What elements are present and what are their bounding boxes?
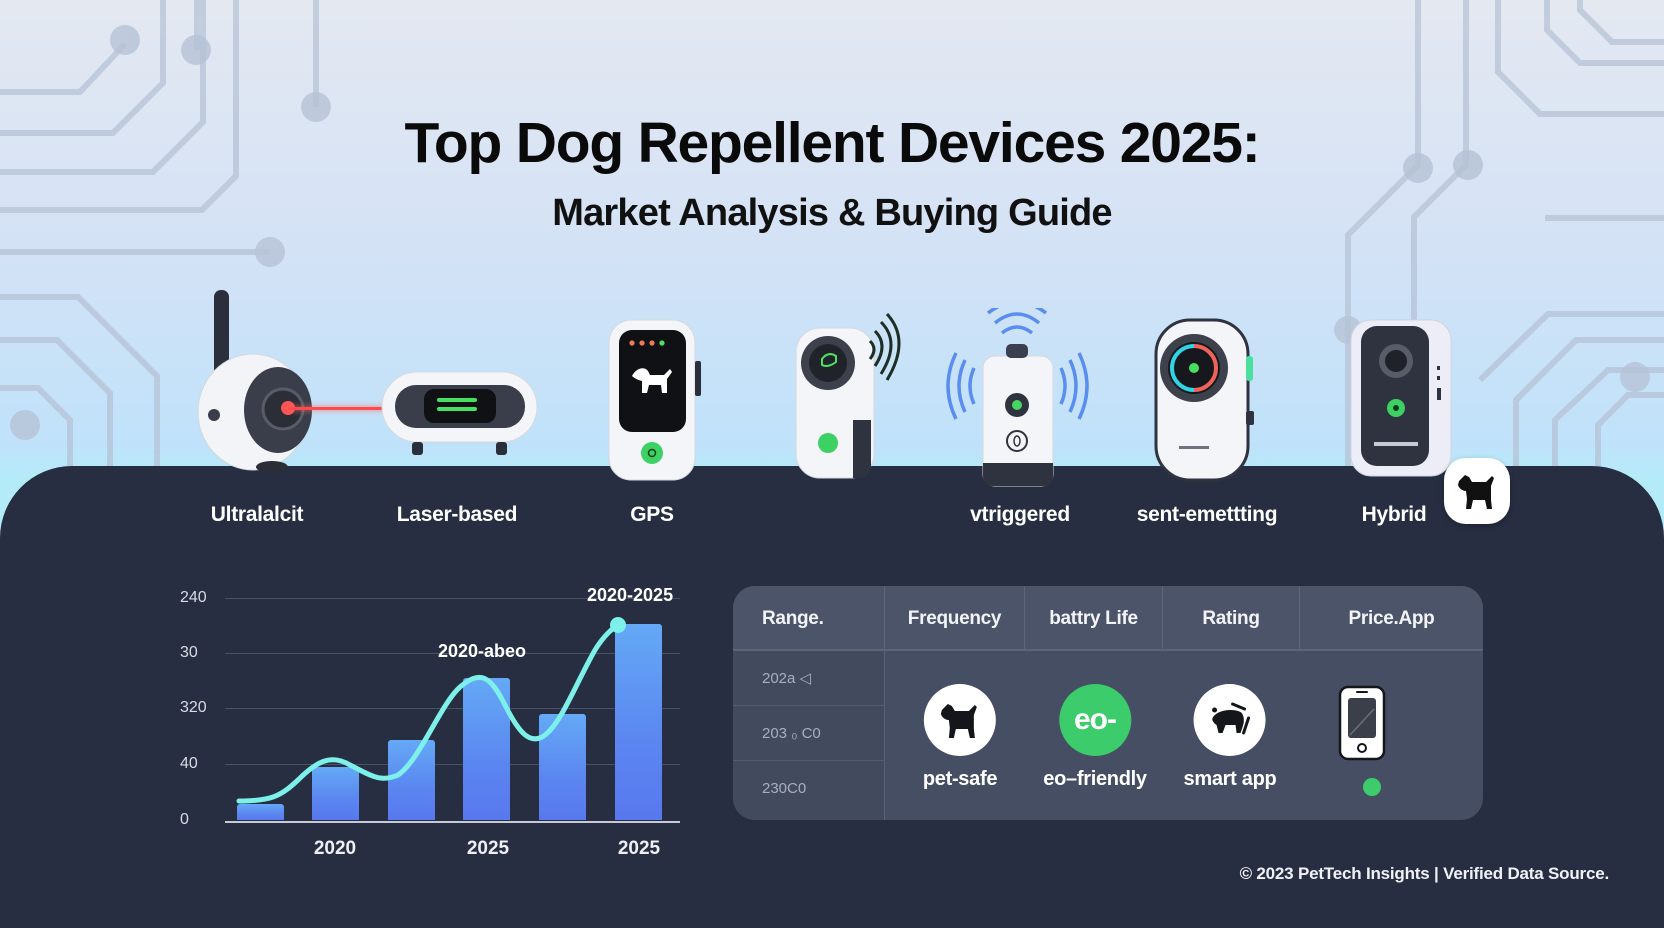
chart-annotation: 2020-2025 — [587, 585, 674, 605]
column-header-frequency[interactable]: Frequency — [885, 586, 1025, 651]
laser-device-icon — [381, 371, 538, 455]
hybrid-device-icon — [1350, 319, 1452, 477]
chart-bar — [312, 767, 359, 820]
device-label-scent: sent-emettting — [1136, 503, 1278, 526]
y-tick-label: 40 — [180, 755, 198, 772]
circuit-background — [0, 0, 1664, 466]
smartphone-icon — [1338, 685, 1386, 761]
status-dot — [1363, 778, 1381, 796]
chart-bar — [388, 740, 435, 820]
header: Top Dog Repellent Devices 2025: Market A… — [0, 111, 1664, 234]
x-tick-label: 2025 — [617, 838, 661, 859]
gridline — [225, 708, 680, 709]
feature-label: smart app — [1183, 768, 1277, 790]
column-header-battery-life[interactable]: battry Life — [1025, 586, 1163, 651]
device-label-triggered: vtriggered — [970, 503, 1070, 526]
gridline — [225, 764, 680, 765]
dog-badge — [1444, 458, 1510, 524]
wireless-signal-device-icon — [795, 312, 901, 479]
ultrasonic-camera-device-icon — [197, 290, 312, 473]
chart-bar — [615, 624, 662, 820]
x-axis — [225, 821, 680, 823]
motion-triggered-device-icon — [946, 308, 1089, 487]
market-growth-chart: 240 30 320 40 0 2020-abeo 2020-2025 2020… — [170, 575, 690, 865]
scent-emitting-device-icon — [1154, 318, 1254, 482]
table-row: 230C0 — [762, 780, 807, 797]
laser-beam — [288, 407, 426, 410]
device-label-hybrid: Hybrid — [1361, 503, 1427, 526]
dog-icon — [923, 684, 996, 756]
x-tick-label: 2025 — [466, 838, 510, 859]
column-header-rating[interactable]: Rating — [1163, 586, 1300, 651]
chart-bar — [237, 804, 284, 820]
feature-smart-app: smart app — [1184, 684, 1277, 791]
feature-label: eo–friendly — [1043, 768, 1147, 790]
dog-icon — [1458, 475, 1494, 509]
gridline — [225, 653, 680, 654]
column-header-range[interactable]: Range. — [733, 586, 885, 651]
table-row: 202a ◁ — [733, 651, 885, 706]
footer-credit: © 2023 PetTech Insights | Verified Data … — [1239, 864, 1610, 883]
device-label-gps: GPS — [630, 503, 674, 526]
gridline — [225, 598, 680, 599]
y-tick-label: 240 — [180, 589, 207, 606]
column-header-price-app[interactable]: Price.App — [1348, 607, 1435, 629]
comparison-table: Range. Frequency battry Life Rating Pric… — [733, 586, 1483, 820]
y-tick-label: 0 — [180, 811, 189, 828]
feature-label: pet-safe — [922, 768, 998, 790]
device-label-laser: Laser-based — [396, 503, 518, 526]
device-label-ultrasonic: Ultralalcit — [210, 503, 304, 526]
animal-icon — [1193, 684, 1266, 756]
trend-line — [236, 617, 626, 804]
range-column: 202a ◁ 203 ₀ C0 230C0 — [733, 651, 885, 820]
page-title: Top Dog Repellent Devices 2025: — [404, 111, 1260, 175]
page-subtitle: Market Analysis & Buying Guide — [552, 192, 1112, 234]
x-tick-label: 2020 — [313, 838, 357, 859]
table-row: 203 ₀ C0 — [733, 706, 885, 761]
feature-eco-friendly: eo- eo–friendly — [1043, 684, 1147, 791]
eco-icon: eo- — [1059, 684, 1131, 756]
gps-tracker-device-icon — [608, 319, 701, 481]
y-tick-label: 320 — [180, 699, 207, 716]
chart-annotation: 2020-abeo — [438, 641, 527, 661]
feature-pet-safe: pet-safe — [923, 684, 997, 791]
table-header: Range. Frequency battry Life Rating Pric… — [733, 586, 1483, 651]
y-tick-label: 30 — [180, 644, 198, 661]
